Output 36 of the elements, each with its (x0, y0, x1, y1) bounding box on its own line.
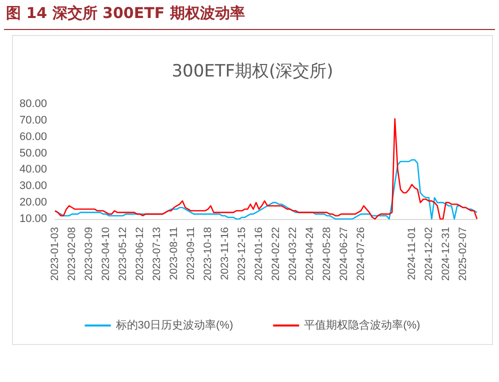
x-tick-label: 2024-02-22 (270, 226, 282, 281)
x-tick-label: 2024-12-31 (440, 226, 452, 281)
x-tick-label: 2023-02-08 (66, 226, 78, 281)
x-tick-label: 2023-08-11 (168, 226, 180, 280)
x-tick-label: 2023-07-13 (150, 226, 163, 281)
x-tick-label: 2023-12-15 (236, 226, 248, 281)
y-tick-label: 70.00 (19, 114, 47, 126)
x-tick-label: 2024-07-26 (354, 226, 367, 281)
legend-label: 标的30日历史波动率(%) (114, 318, 234, 332)
x-tick-label: 2023-10-18 (202, 226, 214, 281)
line-series (54, 118, 478, 220)
x-tick-label: 2023-03-09 (82, 226, 95, 281)
x-tick-label: 2025-02-07 (456, 226, 469, 281)
y-tick-label: 40.00 (19, 164, 47, 176)
x-tick-label: 2023-11-16 (218, 226, 231, 280)
y-tick-label: 30.00 (19, 180, 47, 192)
y-tick-label: 50.00 (19, 147, 47, 160)
x-tick-label: 2023-04-10 (100, 226, 112, 281)
chart-title: 图 14 深交所 300ETF 期权波动率 (6, 4, 245, 23)
y-tick-label: 10.00 (19, 213, 47, 225)
y-tick-label: 60.00 (19, 130, 47, 143)
legend-label: 平值期权隐含波动率(%) (304, 318, 420, 332)
y-tick-label: 80.00 (19, 98, 47, 110)
x-tick-label: 2024-11-01 (406, 226, 418, 280)
chart-subtitle: 300ETF期权(深交所) (172, 62, 334, 82)
x-tick-label: 2024-04-24 (304, 226, 316, 281)
y-tick-label: 20.00 (19, 196, 47, 209)
x-tick-label: 2024-06-27 (338, 226, 350, 281)
x-tick-label: 2024-01-16 (252, 226, 265, 281)
x-tick-label: 2023-01-03 (49, 226, 61, 281)
x-tick-label: 2024-03-22 (286, 226, 299, 281)
x-tick-label: 2023-05-12 (116, 226, 129, 281)
x-tick-label: 2024-05-28 (320, 226, 333, 281)
x-tick-label: 2023-06-12 (134, 226, 146, 281)
x-tick-label: 2024-12-02 (422, 226, 435, 281)
x-tick-label: 2023-09-11 (184, 226, 197, 280)
